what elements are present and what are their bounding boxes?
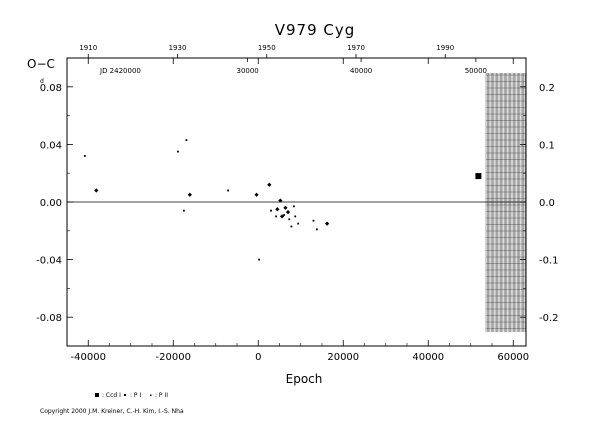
x-axis-label: Epoch (286, 372, 323, 386)
year-tick-label: 1910 (79, 44, 97, 52)
point-p-ii (312, 219, 315, 222)
point-p-ii (283, 214, 286, 216)
jd-tick-label: 40000 (350, 67, 372, 75)
jd-tick-label: 30000 (236, 67, 258, 75)
legend-marker-ccd-i (95, 393, 99, 397)
y-axis-label: O−C (27, 57, 55, 71)
point-p-ii (177, 150, 179, 153)
point-ccd-i (475, 173, 482, 180)
point-p-i (283, 205, 288, 210)
point-p-i (254, 192, 259, 197)
point-p-ii (227, 189, 229, 192)
point-p-i (279, 214, 285, 219)
y2-tick-label: 0.1 (539, 140, 555, 151)
x-tick-label: 0 (255, 352, 261, 363)
y2-tick-label: 0.2 (539, 83, 555, 94)
point-p-i (267, 182, 272, 187)
hatched-region (485, 73, 526, 332)
legend-label-ccd-i: : Ccd I (102, 392, 121, 399)
point-p-ii (293, 205, 295, 208)
y2-tick-label: 0.0 (539, 198, 555, 209)
point-p-ii (316, 228, 318, 231)
point-p-ii (270, 209, 272, 212)
point-p-i (278, 198, 283, 203)
legend-marker-p-ii (150, 394, 152, 396)
chart-title: V979 Cyg (275, 21, 356, 39)
point-p-ii (288, 218, 291, 221)
y-tick-label: 0.04 (40, 140, 62, 151)
x-tick-label: 60000 (497, 352, 529, 363)
y-axis-unit: d (40, 78, 44, 85)
point-p-ii (297, 222, 300, 225)
copyright-text: Copyright 2000 J.M. Kreiner, C.-H. Kim, … (40, 408, 184, 415)
x-tick-label: -40000 (71, 352, 106, 363)
point-p-i (275, 207, 280, 212)
point-p-ii (294, 215, 297, 218)
point-p-i (285, 209, 291, 215)
point-p-ii (185, 139, 188, 141)
point-p-ii (275, 215, 277, 218)
point-p-ii (182, 209, 185, 212)
axis-ticks: -40000 -20000 0 20000 40000 600000.080.040.00… (36, 44, 558, 363)
legend: : Ccd I : P I : P II (95, 392, 168, 399)
point-p-ii (258, 258, 260, 261)
data-points (83, 139, 482, 261)
point-p-ii (83, 155, 86, 157)
legend-marker-p-i (124, 394, 126, 396)
y-tick-label: -0.04 (36, 256, 62, 267)
jd-tick-label: 50000 (465, 67, 487, 75)
x-tick-label: -20000 (156, 352, 191, 363)
year-tick-label: 1950 (258, 44, 276, 52)
year-tick-label: 1930 (169, 44, 187, 52)
x-tick-label: 20000 (327, 352, 359, 363)
y-tick-label: 0.08 (40, 83, 62, 94)
year-tick-label: 1990 (436, 44, 454, 52)
y2-tick-label: -0.2 (539, 313, 559, 324)
top-jd-label: JD 2420000 (99, 67, 141, 75)
point-p-i (94, 188, 99, 193)
legend-label-p-i: : P I (130, 392, 141, 399)
legend-label-p-ii: : P II (155, 392, 168, 399)
point-p-i (187, 192, 192, 197)
y2-tick-label: -0.1 (539, 256, 559, 267)
y-tick-label: -0.08 (36, 313, 62, 324)
point-p-ii (290, 225, 293, 228)
year-tick-label: 1970 (347, 44, 365, 52)
x-tick-label: 40000 (412, 352, 444, 363)
y-tick-label: 0.00 (40, 198, 62, 209)
point-p-i (324, 221, 330, 226)
